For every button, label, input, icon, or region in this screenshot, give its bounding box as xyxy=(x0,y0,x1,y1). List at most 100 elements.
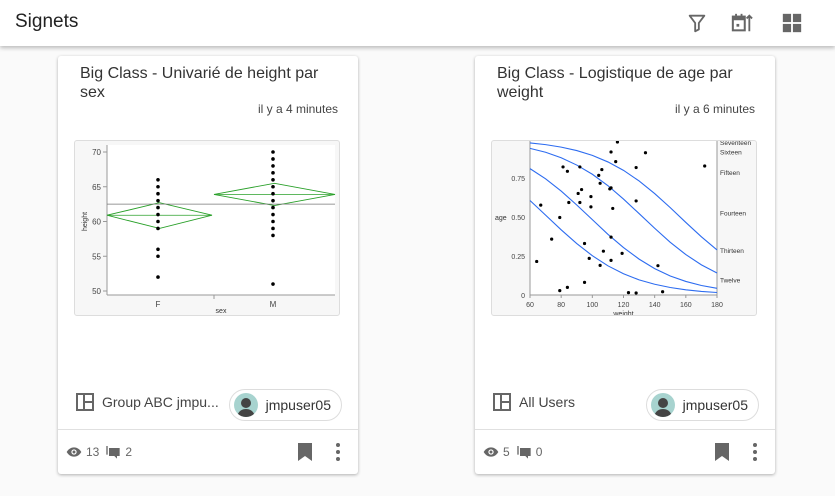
bookmark-icon[interactable] xyxy=(296,442,314,462)
data-point xyxy=(661,290,665,294)
data-point xyxy=(611,206,615,211)
comment-icon xyxy=(517,446,531,459)
card-timestamp: il y a 4 minutes xyxy=(257,102,338,116)
y-tick-label: 50 xyxy=(92,287,101,296)
app-header: Signets xyxy=(0,0,835,46)
data-point xyxy=(615,141,620,144)
user-chip[interactable]: jmpuser05 xyxy=(645,389,759,421)
y-tick-label: 70 xyxy=(92,148,101,157)
user-chip[interactable]: jmpuser05 xyxy=(228,389,342,421)
data-point xyxy=(156,275,160,279)
right-axis-label: Seventeen xyxy=(720,141,751,147)
comment-count: 0 xyxy=(535,445,543,459)
data-point xyxy=(634,199,638,203)
right-axis-label: Fifteen xyxy=(720,170,740,177)
user-avatar-icon xyxy=(236,398,255,417)
data-point xyxy=(271,184,275,189)
user-name: jmpuser05 xyxy=(682,397,748,413)
data-point xyxy=(600,167,604,172)
data-point xyxy=(561,165,565,169)
bookmark-icon[interactable] xyxy=(713,442,731,462)
data-point xyxy=(643,151,648,155)
data-point xyxy=(271,219,275,224)
data-point xyxy=(156,226,160,231)
data-point xyxy=(609,258,613,262)
data-point xyxy=(609,150,613,154)
data-point xyxy=(609,235,613,239)
logistic-curve xyxy=(529,168,718,289)
divider xyxy=(58,429,358,430)
comment-icon xyxy=(106,446,121,459)
report-thumbnail[interactable]: 50 55 60 65 70 height sex F M xyxy=(74,140,340,316)
more-options-icon[interactable] xyxy=(334,442,342,462)
x-tick-label: 180 xyxy=(711,302,723,309)
data-point xyxy=(271,178,275,182)
y-tick-label: 0 xyxy=(521,293,525,300)
data-point xyxy=(703,164,707,168)
data-point xyxy=(156,212,160,217)
data-point xyxy=(156,247,160,252)
calendar-sort-icon[interactable] xyxy=(731,12,753,34)
card-timestamp: il y a 6 minutes xyxy=(674,102,755,116)
data-point xyxy=(609,186,613,190)
avatar xyxy=(650,393,675,417)
data-point xyxy=(598,263,602,267)
card-title[interactable]: Big Class - Logistique de age par weight xyxy=(497,65,733,101)
plot-area xyxy=(107,145,335,295)
data-point xyxy=(597,173,601,177)
right-axis-label: Sixteen xyxy=(720,149,742,156)
group-name: All Users xyxy=(519,394,576,410)
eye-icon xyxy=(483,447,499,457)
bookmark-card[interactable]: Big Class - Logistique de age par weight… xyxy=(475,56,775,474)
data-point xyxy=(558,289,562,293)
data-point xyxy=(156,254,160,259)
data-point xyxy=(156,178,160,182)
data-point xyxy=(271,150,275,154)
data-point xyxy=(634,165,638,170)
y-axis-label: age xyxy=(495,215,507,222)
view-count: 5 xyxy=(503,445,510,459)
more-options-icon[interactable] xyxy=(751,442,759,462)
data-point xyxy=(598,181,602,185)
group-name: Group ABC jmpu... xyxy=(102,394,219,410)
data-point xyxy=(271,282,275,286)
x-tick-label: 80 xyxy=(557,302,565,309)
x-tick-label: 60 xyxy=(526,302,534,309)
y-tick-label: 60 xyxy=(92,218,101,227)
card-title[interactable]: Big Class - Univarié de height par sex xyxy=(80,65,319,101)
group-info: Group ABC jmpu... xyxy=(76,393,219,411)
data-point xyxy=(579,187,584,192)
y-tick-label: 55 xyxy=(92,252,101,261)
data-point xyxy=(156,198,160,203)
data-point xyxy=(656,264,660,268)
data-point xyxy=(156,205,160,210)
data-point xyxy=(271,205,275,210)
logistic-curve xyxy=(529,147,718,274)
data-point xyxy=(614,160,618,164)
bookmark-card[interactable]: Big Class - Univarié de height par sex i… xyxy=(58,56,358,474)
y-tick-label: 0.75 xyxy=(511,176,525,183)
data-point xyxy=(589,205,593,209)
data-point xyxy=(271,198,275,203)
x-tick-label: 120 xyxy=(618,302,630,309)
data-point xyxy=(620,251,624,255)
data-point xyxy=(587,256,591,260)
x-axis-label: sex xyxy=(216,308,227,315)
x-tick-label: 140 xyxy=(649,302,661,309)
x-tick-label: 100 xyxy=(586,302,598,309)
grid-view-icon[interactable] xyxy=(781,12,803,34)
data-point xyxy=(156,191,160,196)
data-point xyxy=(156,184,160,189)
group-info: All Users xyxy=(493,393,575,411)
plot-area xyxy=(530,141,717,295)
layout-icon xyxy=(76,393,94,411)
view-count: 13 xyxy=(86,445,100,459)
filter-icon[interactable] xyxy=(686,12,708,34)
logistic-curve xyxy=(529,142,718,251)
right-axis-label: Fourteen xyxy=(720,210,746,217)
data-point xyxy=(578,200,582,205)
card-stats: 5 0 xyxy=(483,444,548,460)
data-point xyxy=(565,169,569,173)
logistic-curve xyxy=(529,200,718,294)
report-thumbnail[interactable]: 0 0.25 0.50 0.75 60 80 100 120 140 160 180 age weigh… xyxy=(491,140,757,316)
